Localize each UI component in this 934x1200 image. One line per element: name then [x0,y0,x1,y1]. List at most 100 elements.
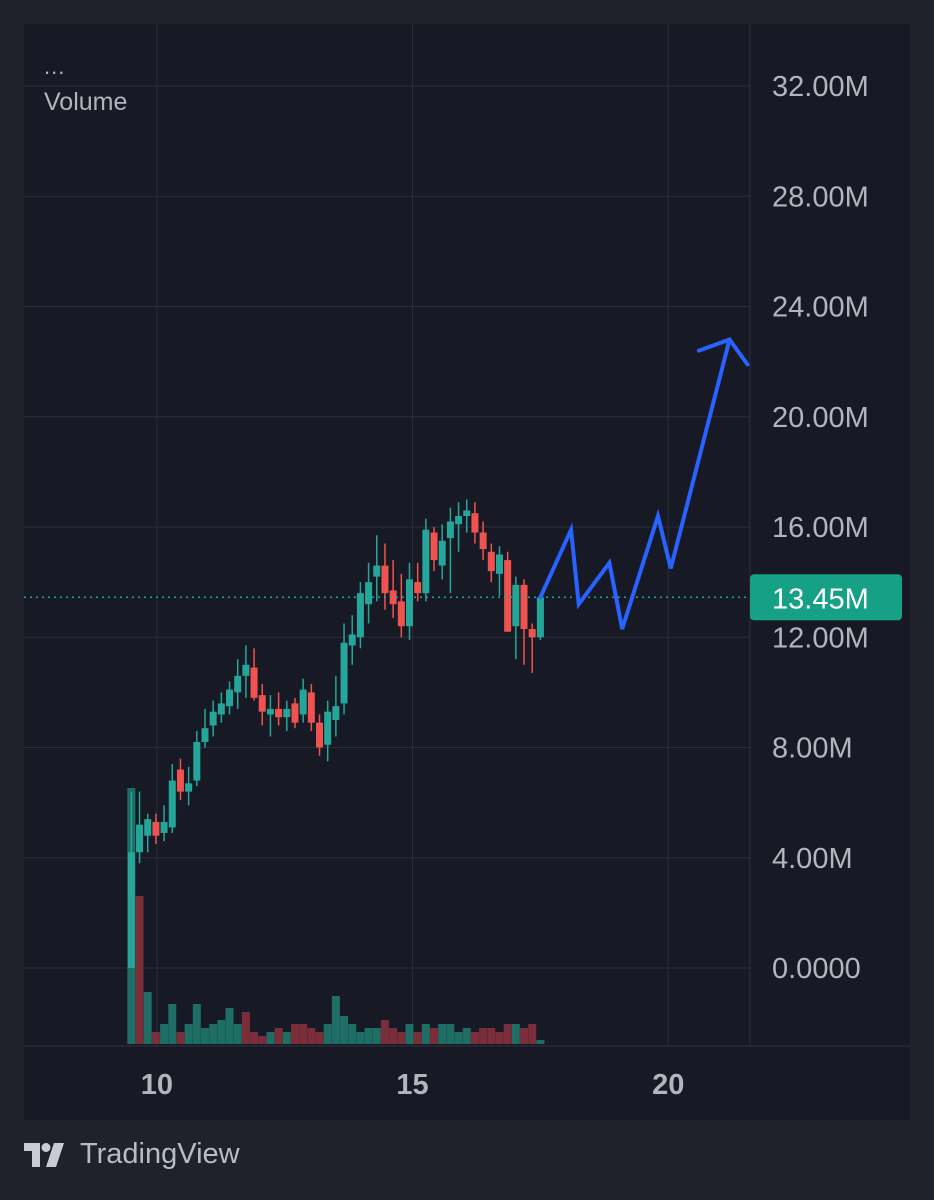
legend-menu[interactable]: ... [44,54,66,79]
candle[interactable] [250,648,258,701]
candle-body [463,510,471,516]
volume-bar [135,896,144,1044]
candle-body [471,513,479,533]
candle-body [536,597,544,638]
candle[interactable] [414,562,422,602]
candle[interactable] [405,562,413,641]
candle-body [283,708,291,718]
volume-bar [372,1028,381,1044]
volume-bar [299,1024,308,1044]
volume-bar [536,1040,545,1044]
volume-bar [430,1028,439,1044]
candle[interactable] [479,521,487,561]
candle-body [512,584,520,627]
candle[interactable] [266,695,274,737]
volume-bar [438,1024,447,1044]
volume-bar [266,1032,275,1044]
candle[interactable] [487,543,495,583]
volume-bar [225,1008,234,1044]
candle[interactable] [242,645,250,698]
candle[interactable] [512,576,520,660]
candle[interactable] [324,700,332,762]
candle[interactable] [217,692,225,723]
candle[interactable] [356,582,364,649]
candle[interactable] [127,791,135,968]
candle[interactable] [226,681,234,715]
candle-body [414,582,422,594]
candle[interactable] [348,615,356,665]
candle[interactable] [307,684,315,731]
candle[interactable] [234,659,242,709]
y-tick-label: 8.00M [772,733,853,765]
candle[interactable] [176,758,184,800]
candle[interactable] [389,560,397,618]
last-price-badge-bg [750,574,902,621]
candle[interactable] [455,502,463,552]
candle[interactable] [283,700,291,731]
volume-bar [315,1032,324,1044]
volume-bar [290,1024,299,1044]
candle[interactable] [275,692,283,726]
candle-body [487,551,495,572]
candle-body [307,692,315,723]
candle[interactable] [365,562,373,624]
candle[interactable] [258,684,266,726]
candle[interactable] [495,546,503,596]
chart-panel[interactable]: 32.00M 28.00M 24.00M 20.00M 16.00M 12.00M 8.00… [24,24,910,1120]
candle[interactable] [160,805,168,842]
candle-body [242,664,250,676]
candle[interactable] [471,502,479,544]
candle[interactable] [504,551,512,632]
candle-body [266,708,274,715]
candle-body [152,821,160,836]
candle-body [397,601,405,627]
volume-bar [364,1028,373,1044]
legend-volume-label[interactable]: Volume [44,88,128,116]
candle[interactable] [373,535,381,602]
volume-bar [200,1028,209,1044]
candle-body [528,628,536,638]
candle[interactable] [463,499,471,533]
candle-body [430,532,438,561]
candle[interactable] [136,791,144,864]
volume-bar [405,1024,414,1044]
tradingview-branding[interactable]: TradingView [24,1138,240,1171]
candle-body [455,515,463,525]
candle[interactable] [397,573,405,638]
candle[interactable] [528,623,536,674]
candle-body [324,711,332,745]
candle-body [373,565,381,577]
candle[interactable] [381,543,389,610]
candle[interactable] [316,714,324,756]
candle[interactable] [430,527,438,572]
candle[interactable] [201,708,209,748]
candle[interactable] [168,764,176,833]
volume-bar [462,1028,471,1044]
candle[interactable] [152,813,160,844]
candle[interactable] [144,813,152,853]
candle[interactable] [536,595,544,641]
candle[interactable] [438,524,446,580]
candle[interactable] [520,579,528,665]
candle[interactable] [185,766,193,806]
candle-body [389,590,397,605]
volume-bar [389,1028,398,1044]
candle-body [504,560,512,632]
chart-canvas[interactable]: 32.00M 28.00M 24.00M 20.00M 16.00M 12.00M 8.00… [24,24,910,1120]
y-tick-label: 12.00M [772,622,869,654]
candle-body [275,708,283,718]
candle[interactable] [422,518,430,602]
candle[interactable] [299,678,307,723]
candle[interactable] [291,697,299,729]
candle[interactable] [193,730,201,787]
candle-body [168,780,176,828]
volume-bar [217,1020,226,1044]
volume-bar [397,1032,406,1044]
candle[interactable] [446,507,454,594]
candle[interactable] [209,700,217,737]
candle-body [258,695,266,712]
candle[interactable] [340,623,348,715]
volume-bar [233,1024,242,1044]
volume-bar [307,1028,316,1044]
candle[interactable] [332,675,340,737]
